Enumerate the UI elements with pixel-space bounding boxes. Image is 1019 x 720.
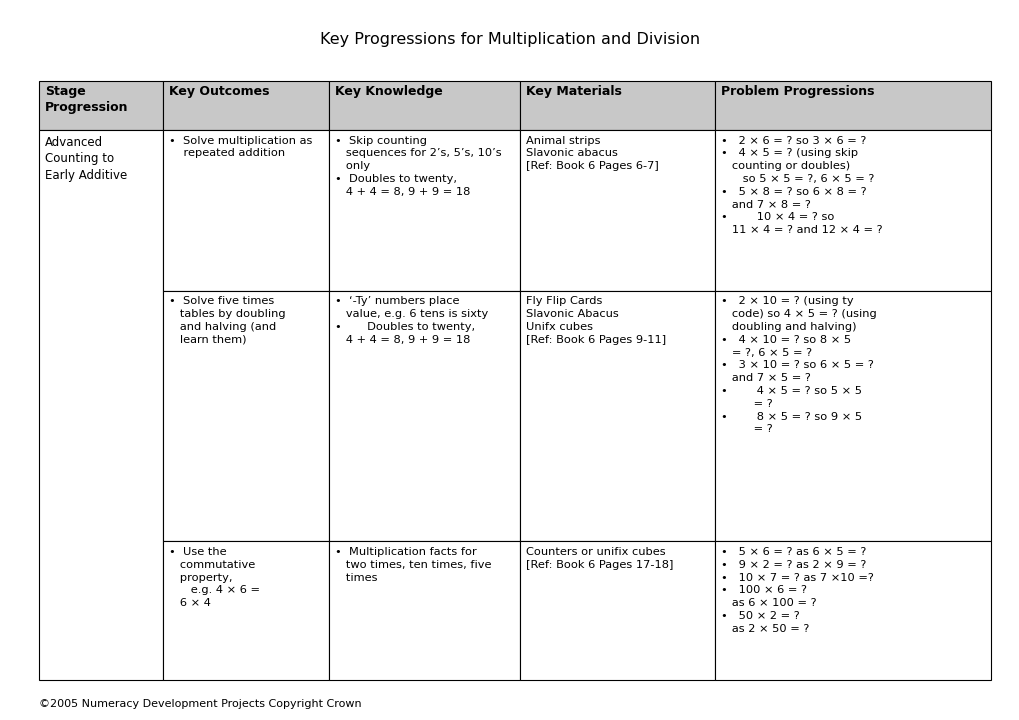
Text: •  Use the
   commutative
   property,
      e.g. 4 × 6 =
   6 × 4: • Use the commutative property, e.g. 4 ×… — [168, 547, 260, 608]
Text: Animal strips
Slavonic abacus
[Ref: Book 6 Pages 6-7]: Animal strips Slavonic abacus [Ref: Book… — [526, 135, 658, 171]
Text: •   5 × 6 = ? as 6 × 5 = ?
•   9 × 2 = ? as 2 × 9 = ?
•   10 × 7 = ? as 7 ×10 =?: • 5 × 6 = ? as 6 × 5 = ? • 9 × 2 = ? as … — [720, 547, 873, 634]
Text: Key Outcomes: Key Outcomes — [168, 85, 269, 98]
Text: •  Skip counting
   sequences for 2’s, 5’s, 10’s
   only
•  Doubles to twenty,
 : • Skip counting sequences for 2’s, 5’s, … — [335, 135, 501, 197]
Bar — [329, 541, 520, 680]
Text: •  Solve multiplication as
    repeated addition: • Solve multiplication as repeated addit… — [168, 135, 312, 158]
Bar — [714, 541, 990, 680]
Bar — [162, 130, 329, 291]
Bar — [520, 81, 714, 130]
Text: Key Progressions for Multiplication and Division: Key Progressions for Multiplication and … — [320, 32, 699, 47]
Text: •   2 × 10 = ? (using ty
   code) so 4 × 5 = ? (using
   doubling and halving)
•: • 2 × 10 = ? (using ty code) so 4 × 5 = … — [720, 297, 876, 434]
Bar — [329, 130, 520, 291]
Bar — [714, 130, 990, 291]
Text: Key Materials: Key Materials — [526, 85, 622, 98]
Text: •  Multiplication facts for
   two times, ten times, five
   times: • Multiplication facts for two times, te… — [335, 547, 491, 582]
Text: Counters or unifix cubes
[Ref: Book 6 Pages 17-18]: Counters or unifix cubes [Ref: Book 6 Pa… — [526, 547, 673, 570]
Text: Stage
Progression: Stage Progression — [45, 85, 128, 114]
Bar — [162, 541, 329, 680]
Text: •  Solve five times
   tables by doubling
   and halving (and
   learn them): • Solve five times tables by doubling an… — [168, 297, 285, 345]
Bar — [39, 81, 162, 130]
Bar — [520, 541, 714, 680]
Text: Key Knowledge: Key Knowledge — [335, 85, 443, 98]
Bar — [520, 291, 714, 541]
Text: ©2005 Numeracy Development Projects Copyright Crown: ©2005 Numeracy Development Projects Copy… — [39, 699, 361, 709]
Bar — [329, 291, 520, 541]
Text: •   2 × 6 = ? so 3 × 6 = ?
•   4 × 5 = ? (using skip
   counting or doubles)
   : • 2 × 6 = ? so 3 × 6 = ? • 4 × 5 = ? (us… — [720, 135, 882, 235]
Text: Fly Flip Cards
Slavonic Abacus
Unifx cubes
[Ref: Book 6 Pages 9-11]: Fly Flip Cards Slavonic Abacus Unifx cub… — [526, 297, 665, 345]
Bar — [520, 130, 714, 291]
Text: •  ‘-Ty’ numbers place
   value, e.g. 6 tens is sixty
•       Doubles to twenty,: • ‘-Ty’ numbers place value, e.g. 6 tens… — [335, 297, 488, 345]
Text: Problem Progressions: Problem Progressions — [720, 85, 874, 98]
Bar — [162, 291, 329, 541]
Bar — [329, 81, 520, 130]
Bar — [162, 81, 329, 130]
Bar — [714, 291, 990, 541]
Bar — [714, 81, 990, 130]
Bar — [39, 130, 162, 680]
Text: Advanced
Counting to
Early Additive: Advanced Counting to Early Additive — [45, 135, 127, 181]
